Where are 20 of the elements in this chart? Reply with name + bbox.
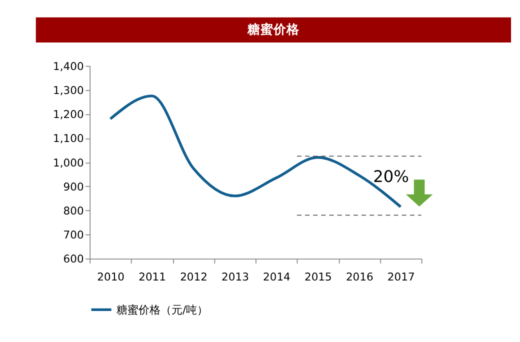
y-tick-label: 900 (63, 180, 84, 194)
x-tick-label: 2012 (180, 270, 208, 284)
x-tick-label: 2015 (304, 270, 332, 284)
y-tick-label: 1,000 (53, 156, 84, 170)
x-tick-label: 2011 (138, 270, 166, 284)
y-tick-label: 600 (63, 252, 84, 266)
y-tick-label: 700 (63, 228, 84, 242)
annotation: 20% (373, 167, 409, 186)
x-tick-label: 2016 (346, 270, 374, 284)
x-tick-label: 2014 (263, 270, 291, 284)
y-tick-label: 1,400 (53, 60, 84, 73)
x-tick-label: 2017 (387, 270, 415, 284)
y-tick-label: 1,200 (53, 108, 84, 122)
y-tick-label: 800 (63, 204, 84, 218)
legend-label: 糖蜜价格（元/吨） (116, 303, 208, 316)
x-tick-label: 2010 (97, 270, 125, 284)
x-tick-label: 2013 (222, 270, 249, 284)
y-tick-label: 1,100 (53, 132, 84, 146)
chart-title: 糖蜜价格 (246, 22, 300, 37)
y-tick-label: 1,300 (53, 84, 84, 97)
